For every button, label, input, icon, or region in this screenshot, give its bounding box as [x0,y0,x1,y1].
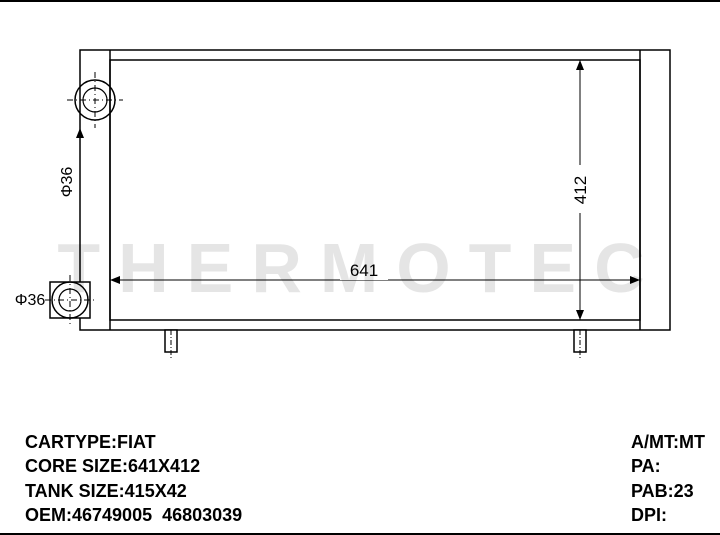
cartype-value: FIAT [117,432,156,452]
amt-value: MT [679,432,705,452]
pab-label: PAB: [631,481,674,501]
dim-height-label: 412 [571,176,590,204]
dim-width-label: 641 [350,261,378,280]
amt-label: A/MT: [631,432,679,452]
core-label: CORE SIZE: [25,456,128,476]
inlet-port [67,72,123,128]
specs-block: CARTYPE:FIAT CORE SIZE:641X412 TANK SIZE… [25,430,705,527]
inlet-dia-label: Φ36 [59,167,76,198]
dpi-label: DPI: [631,505,667,525]
dim-width: 641 [110,260,640,284]
specs-right: A/MT:MT PA: PAB:23 DPI: [631,430,705,527]
cartype-label: CARTYPE: [25,432,117,452]
mounting-pin-right [574,330,586,360]
tank-label: TANK SIZE: [25,481,125,501]
inlet-dia-arrow [76,128,84,138]
core-value: 641X412 [128,456,200,476]
mounting-pin-left [165,330,177,360]
pab-value: 23 [674,481,694,501]
radiator-core [110,60,640,320]
tank-value: 415X42 [125,481,187,501]
outlet-dia-label: Φ36 [15,292,46,309]
oem-label: OEM: [25,505,72,525]
radiator-drawing: 641 412 Φ36 Φ36 [0,0,720,400]
outlet-port [45,275,95,325]
oem-value: 46749005 46803039 [72,505,242,525]
specs-left: CARTYPE:FIAT CORE SIZE:641X412 TANK SIZE… [25,430,242,527]
pa-label: PA: [631,456,661,476]
dim-height: 412 [570,60,590,320]
